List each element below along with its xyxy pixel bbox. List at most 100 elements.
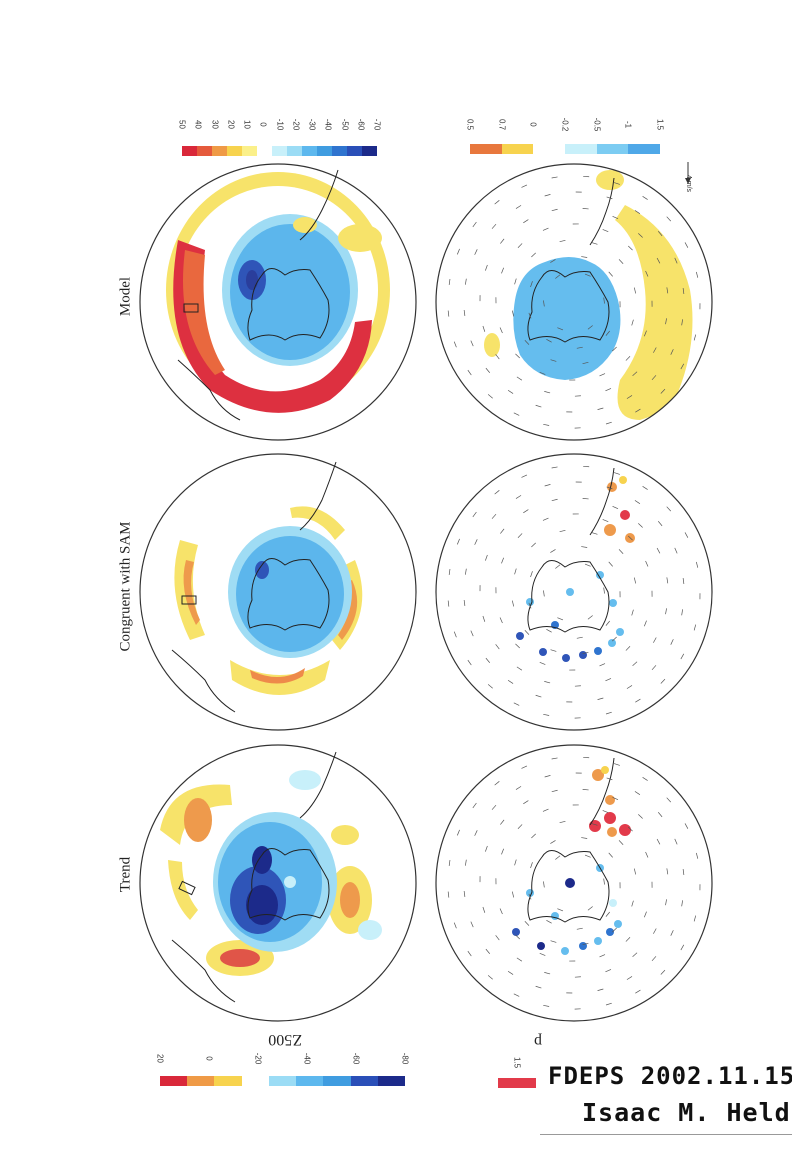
colorbar-p-small-swatch-0 [498, 1078, 536, 1088]
wind-vector [485, 948, 491, 954]
wind-vector [530, 281, 533, 288]
colorbar-bottom-tick-4: -60 [351, 1052, 361, 1065]
wind-vector [680, 363, 685, 370]
wind-vector [515, 205, 522, 209]
wind-vector [645, 270, 649, 277]
handwritten-author: Isaac M. Held [582, 1098, 791, 1127]
wind-vector [514, 278, 517, 285]
wind-scale-arrow [685, 162, 691, 184]
map-model-p [436, 164, 712, 440]
wind-vector [448, 859, 451, 866]
wind-vector [605, 421, 612, 425]
wind-vector [543, 590, 545, 597]
colorbar-top-swatch-10 [332, 146, 347, 156]
colorbar-z500-bottom [160, 1076, 405, 1086]
wind-vector [535, 985, 542, 989]
wind-vector [605, 388, 612, 392]
wind-vector [528, 893, 532, 900]
wind-vector [551, 208, 558, 212]
wind-vector [670, 639, 674, 645]
wind-vector [606, 777, 613, 781]
colorbar-mid-swatch-1 [501, 144, 534, 154]
wind-vector [597, 988, 604, 991]
wind-vector [653, 637, 657, 643]
wind-vector [463, 309, 466, 316]
wind-vector [501, 557, 504, 564]
colorbar-mid-swatch-5 [628, 144, 661, 154]
wind-vector [642, 196, 648, 200]
wind-vector [515, 353, 520, 359]
wind-vector [514, 859, 517, 866]
wind-vector [494, 200, 500, 205]
wind-vector [612, 505, 619, 510]
wind-vector [543, 300, 545, 307]
colorbar-bottom-tick-3: -40 [302, 1052, 312, 1065]
wind-vector [653, 928, 657, 934]
wind-vector [696, 852, 699, 859]
map-model-z500 [140, 164, 416, 440]
wind-vector [550, 649, 557, 652]
wind-vector [447, 891, 450, 898]
wind-vector [559, 239, 566, 243]
colorbar-p-model [470, 144, 661, 154]
wind-vector [618, 549, 624, 554]
wind-vector [666, 577, 669, 584]
wind-vector [576, 927, 583, 930]
wind-vector [632, 371, 638, 377]
wind-vector [550, 259, 556, 263]
wind-vector [599, 663, 606, 667]
wind-vector [645, 851, 649, 858]
wind-vector [465, 568, 467, 575]
wind-vector [542, 227, 549, 231]
wind-vector [494, 781, 500, 786]
wind-vector [608, 561, 613, 567]
wind-vector [513, 993, 520, 997]
wind-vector [605, 711, 612, 715]
wind-vector [660, 388, 666, 394]
wind-vector [606, 486, 613, 490]
wind-vector [467, 369, 472, 376]
wind-vector [557, 327, 564, 331]
wind-vector [651, 375, 657, 381]
wind-vector [693, 624, 697, 631]
wind-vector [602, 519, 609, 522]
wind-vector [472, 511, 477, 518]
wind-vector [474, 249, 478, 255]
wind-vector [602, 229, 609, 232]
wind-vector [614, 182, 620, 185]
colorbar-mid-swatch-4 [596, 144, 629, 154]
colorbar-p-small-tick-0: 1.5 [512, 1056, 522, 1069]
wind-vector [634, 210, 641, 215]
wind-vector [551, 466, 558, 469]
wind-vector [631, 319, 634, 326]
wind-vector [543, 881, 545, 888]
wind-vector [612, 927, 617, 933]
wind-vector [681, 319, 683, 326]
wind-vector [612, 796, 619, 801]
colorbar-bottom-tick-0: 20 [155, 1054, 165, 1063]
colorbar-bottom-swatch-2 [214, 1076, 242, 1086]
wind-vector [531, 252, 536, 258]
wind-vector [576, 346, 583, 349]
wind-vector [521, 184, 528, 188]
wind-vector [544, 391, 551, 394]
wind-vector [530, 862, 533, 869]
colorbar-p-bottom-ticks: 1.5 [498, 1050, 536, 1076]
wind-vector [453, 341, 457, 348]
wind-vector [631, 609, 634, 616]
wind-vector [638, 814, 643, 819]
wind-vector [599, 954, 606, 958]
wind-vector [680, 944, 685, 951]
wind-vector [544, 484, 551, 487]
colorbar-bottom-swatch-6 [323, 1076, 351, 1086]
colorbar-mid-swatch-2 [533, 144, 566, 154]
wind-vector [523, 800, 529, 805]
wind-vector [635, 408, 641, 413]
colorbar-p-bottom [498, 1078, 536, 1088]
wind-vector [513, 412, 520, 416]
colorbar-mid-swatch-0 [470, 144, 502, 154]
wind-vector [638, 233, 643, 238]
wind-vector [605, 678, 612, 682]
wind-vector [644, 620, 647, 627]
